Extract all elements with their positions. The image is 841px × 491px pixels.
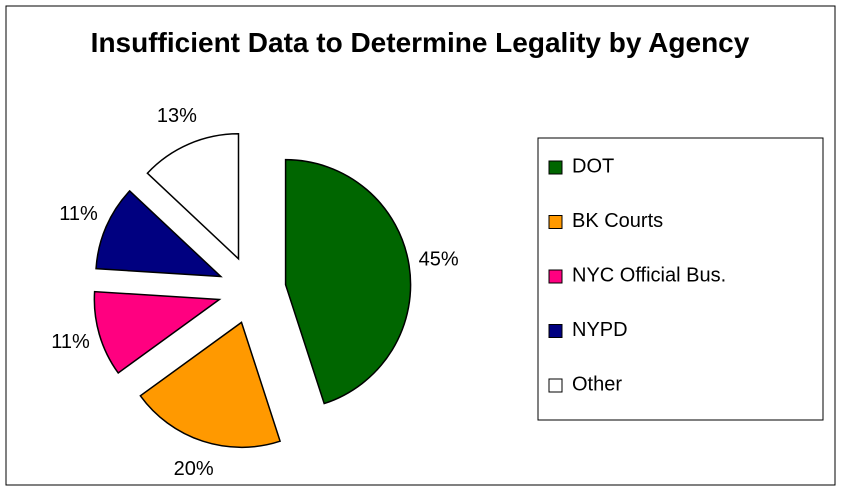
legend-box [537,137,824,421]
pie-slice [93,290,222,375]
pie-slice [284,158,412,405]
legend-swatch [548,324,563,338]
legend-label: NYC Official Bus. [572,264,726,286]
data-label: 20% [174,458,214,480]
data-label: 13% [157,105,197,127]
pie-slice [146,133,240,261]
chart-title: Insufficient Data to Determine Legality … [90,27,750,58]
legend-swatch [548,378,563,393]
pie-slice [95,189,223,278]
legend-swatch [548,269,563,284]
legend-label: DOT [572,155,614,177]
data-label: 11% [51,331,90,353]
legend-label: BK Courts [572,210,663,232]
legend-label: Other [572,373,622,395]
pie-slice [139,321,282,449]
legend-swatch [548,160,563,175]
data-label: 45% [419,249,459,271]
legend-label: NYPD [572,319,628,341]
data-label: 11% [59,203,98,225]
legend-swatch [548,215,563,229]
